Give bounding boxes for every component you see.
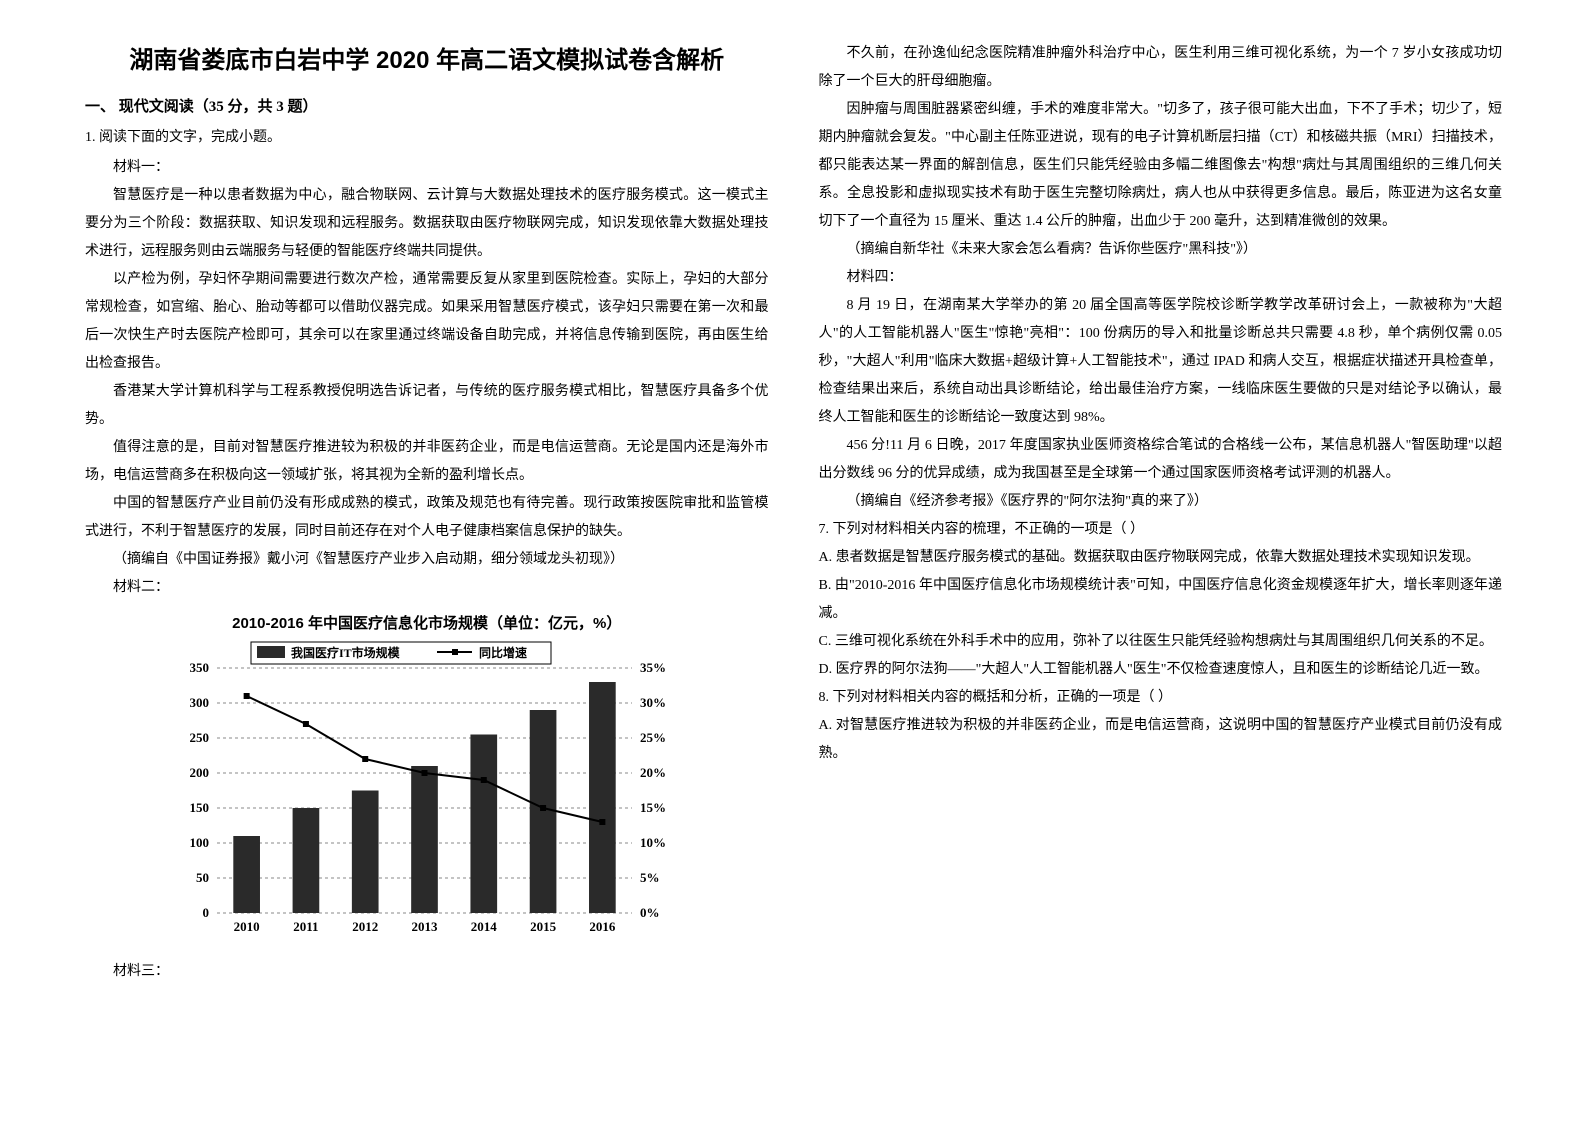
m1-source: （摘编自《中国证券报》戴小河《智慧医疗产业步入启动期，细分领域龙头初现》） [85, 546, 769, 574]
chart-svg: 0 0% 50 5% 100 10% 150 15% 200 20% 250 25% 300 30% 350… [167, 638, 687, 948]
q7-option-a: A. 患者数据是智慧医疗服务模式的基础。数据获取由医疗物联网完成，依靠大数据处理… [819, 544, 1503, 572]
material-4-label: 材料四： [819, 264, 1503, 292]
material-1-label: 材料一： [85, 154, 769, 182]
svg-text:200: 200 [189, 765, 209, 780]
svg-text:我国医疗IT市场规模: 我国医疗IT市场规模 [291, 645, 401, 660]
material-3-label: 材料三： [85, 958, 769, 986]
svg-text:2010: 2010 [233, 919, 259, 934]
svg-text:20%: 20% [640, 765, 666, 780]
chart-wrapper: 2010-2016 年中国医疗信息化市场规模（单位：亿元，%） 0 0% 50 5% 1… [85, 612, 769, 948]
svg-text:0%: 0% [640, 905, 660, 920]
page-title: 湖南省娄底市白岩中学 2020 年高二语文模拟试卷含解析 [85, 40, 769, 75]
q8-option-a: A. 对智慧医疗推进较为积极的并非医药企业，而是电信运营商，这说明中国的智慧医疗… [819, 712, 1503, 768]
svg-text:2012: 2012 [352, 919, 378, 934]
section-header: 一、 现代文阅读（35 分，共 3 题） [85, 95, 769, 116]
m1-para-3: 香港某大学计算机科学与工程系教授倪明选告诉记者，与传统的医疗服务模式相比，智慧医… [85, 378, 769, 434]
svg-text:300: 300 [189, 695, 209, 710]
q7-option-d: D. 医疗界的阿尔法狗——"大超人"人工智能机器人"医生"不仅检查速度惊人，且和… [819, 656, 1503, 684]
svg-text:2015: 2015 [530, 919, 557, 934]
m1-para-5: 中国的智慧医疗产业目前仍没有形成成熟的模式，政策及规范也有待完善。现行政策按医院… [85, 490, 769, 546]
chart-title: 2010-2016 年中国医疗信息化市场规模（单位：亿元，%） [232, 612, 621, 633]
svg-text:15%: 15% [640, 800, 666, 815]
material-2-label: 材料二： [85, 574, 769, 602]
m1-para-4: 值得注意的是，目前对智慧医疗推进较为积极的并非医药企业，而是电信运营商。无论是国… [85, 434, 769, 490]
svg-text:250: 250 [189, 730, 209, 745]
svg-text:25%: 25% [640, 730, 666, 745]
svg-text:30%: 30% [640, 695, 666, 710]
question-8: 8. 下列对材料相关内容的概括和分析，正确的一项是（ ） [819, 684, 1503, 712]
m3-source: （摘编自新华社《未来大家会怎么看病？告诉你些医疗"黑科技"》） [819, 236, 1503, 264]
svg-text:50: 50 [196, 870, 209, 885]
m3-para-2: 因肿瘤与周围脏器紧密纠缠，手术的难度非常大。"切多了，孩子很可能大出血，下不了手… [819, 96, 1503, 236]
q7-option-b: B. 由"2010-2016 年中国医疗信息化市场规模统计表"可知，中国医疗信息… [819, 572, 1503, 628]
svg-text:35%: 35% [640, 660, 666, 675]
m4-para-2: 456 分!11 月 6 日晚，2017 年度国家执业医师资格综合笔试的合格线一… [819, 432, 1503, 488]
m1-para-1: 智慧医疗是一种以患者数据为中心，融合物联网、云计算与大数据处理技术的医疗服务模式… [85, 182, 769, 266]
svg-text:10%: 10% [640, 835, 666, 850]
m1-para-2: 以产检为例，孕妇怀孕期间需要进行数次产检，通常需要反复从家里到医院检查。实际上，… [85, 266, 769, 378]
m4-source: （摘编自《经济参考报》《医疗界的"阿尔法狗"真的来了》） [819, 488, 1503, 516]
svg-text:同比增速: 同比增速 [479, 645, 527, 660]
m4-para-1: 8 月 19 日，在湖南某大学举办的第 20 届全国高等医学院校诊断学教学改革研… [819, 292, 1503, 432]
svg-text:2014: 2014 [471, 919, 498, 934]
svg-text:5%: 5% [640, 870, 660, 885]
question-1: 1. 阅读下面的文字，完成小题。 [85, 126, 769, 146]
m3-para-1: 不久前，在孙逸仙纪念医院精准肿瘤外科治疗中心，医生利用三维可视化系统，为一个 7… [819, 40, 1503, 96]
svg-text:2016: 2016 [589, 919, 616, 934]
q7-option-c: C. 三维可视化系统在外科手术中的应用，弥补了以往医生只能凭经验构想病灶与其周围… [819, 628, 1503, 656]
right-column: 不久前，在孙逸仙纪念医院精准肿瘤外科治疗中心，医生利用三维可视化系统，为一个 7… [794, 40, 1528, 1082]
svg-text:150: 150 [189, 800, 209, 815]
left-column: 湖南省娄底市白岩中学 2020 年高二语文模拟试卷含解析 一、 现代文阅读（35… [60, 40, 794, 1082]
svg-text:100: 100 [189, 835, 209, 850]
svg-text:2013: 2013 [411, 919, 438, 934]
question-7: 7. 下列对材料相关内容的梳理，不正确的一项是（ ） [819, 516, 1503, 544]
svg-text:2011: 2011 [293, 919, 318, 934]
svg-text:0: 0 [202, 905, 209, 920]
svg-text:350: 350 [189, 660, 209, 675]
